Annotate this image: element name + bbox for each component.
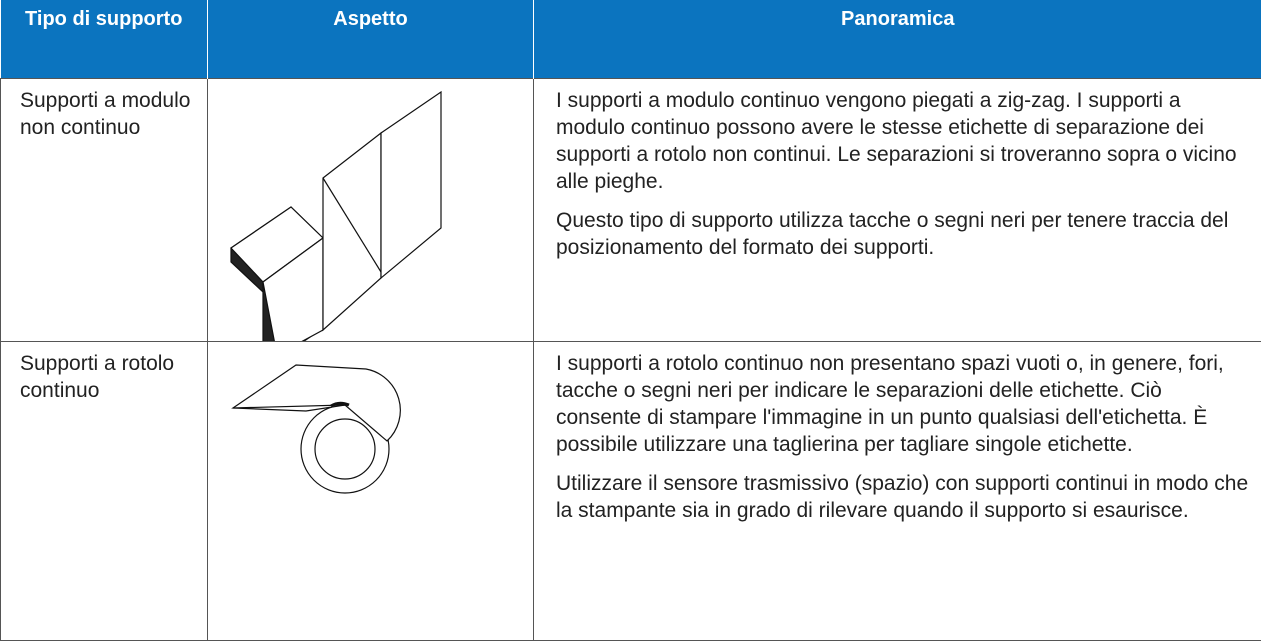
table-row: Supporti a rotolo continuo I supporti a …	[1, 342, 1261, 641]
type-cell: Supporti a modulo non continuo	[1, 79, 208, 342]
header-cell: Aspetto	[208, 0, 534, 79]
type-cell: Supporti a rotolo continuo	[1, 342, 208, 641]
table-row: Supporti a modulo non continuo I support…	[1, 79, 1261, 342]
header-cell: Panoramica	[534, 0, 1261, 79]
fanfold-illustration	[208, 79, 534, 341]
image-cell	[208, 79, 534, 342]
paragraph: Utilizzare il sensore trasmissivo (spazi…	[556, 470, 1249, 524]
paragraph: I supporti a modulo continuo vengono pie…	[556, 87, 1249, 195]
paragraph: I supporti a rotolo continuo non present…	[556, 350, 1249, 458]
image-cell	[208, 342, 534, 641]
overview-cell: I supporti a modulo continuo vengono pie…	[534, 79, 1261, 342]
header-cell: Tipo di supporto	[1, 0, 208, 79]
header-row: Tipo di supporto Aspetto Panoramica	[1, 0, 1261, 79]
overview-cell: I supporti a rotolo continuo non present…	[534, 342, 1261, 641]
paragraph: Questo tipo di supporto utilizza tacche …	[556, 207, 1249, 261]
roll-illustration	[208, 342, 534, 640]
